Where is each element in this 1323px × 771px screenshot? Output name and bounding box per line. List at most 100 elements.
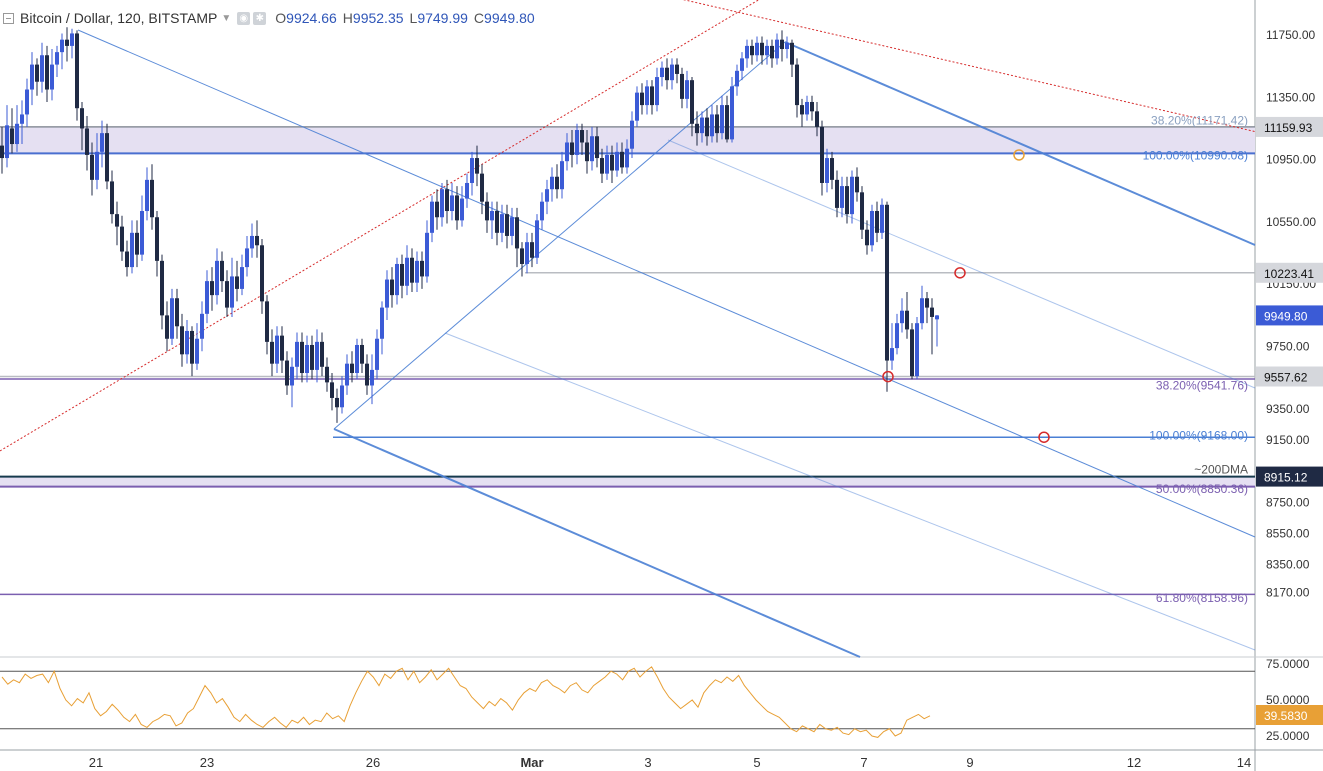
rsi-tick-label: 50.0000: [1266, 693, 1310, 707]
candle-body: [780, 39, 784, 50]
candle: [185, 320, 189, 364]
candle-body: [315, 341, 319, 370]
candle-body: [875, 211, 879, 233]
collapse-icon[interactable]: [3, 12, 14, 24]
candle-body: [695, 123, 699, 134]
candle: [280, 326, 284, 374]
close-key: C: [473, 10, 485, 26]
candle: [780, 30, 784, 62]
level-annotation: 61.80%(8158.96): [1156, 591, 1248, 605]
candle: [155, 211, 159, 277]
gear-icon[interactable]: ✱: [253, 11, 267, 25]
candle-body: [570, 142, 574, 155]
candle: [905, 292, 909, 339]
candle: [100, 120, 104, 168]
candle: [205, 270, 209, 324]
candle-body: [55, 52, 59, 65]
candle-body: [260, 245, 264, 302]
candle-body: [150, 179, 154, 218]
candle: [380, 301, 384, 355]
candle: [605, 145, 609, 180]
candle-body: [485, 201, 489, 221]
rsi-current-tag: 39.5830: [1264, 709, 1308, 723]
candle-body: [10, 128, 14, 145]
low-key: L: [409, 10, 418, 26]
candle-body: [480, 173, 484, 202]
candle-body: [40, 55, 44, 82]
price-tag-bg: [1256, 262, 1323, 283]
candle: [650, 80, 654, 115]
symbol-label[interactable]: Bitcoin / Dollar, 120, BITSTAMP: [20, 10, 218, 26]
candle: [230, 257, 234, 317]
candle-body: [500, 214, 504, 233]
candle-body: [835, 179, 839, 208]
candle-body: [225, 281, 229, 308]
dotted-trendline-down: [682, 0, 1256, 133]
candle: [510, 207, 514, 246]
level-annotation: ~200DMA: [1194, 463, 1248, 477]
candle: [685, 70, 689, 109]
candle-body: [25, 89, 29, 115]
candle: [270, 329, 274, 377]
candle-body: [360, 344, 364, 364]
candle-body: [830, 158, 834, 180]
candle: [395, 257, 399, 305]
candle: [165, 301, 169, 352]
candle: [865, 220, 869, 255]
level-annotation: 100.00%(9168.00): [1149, 428, 1248, 442]
candle: [900, 298, 904, 333]
candle-body: [90, 154, 94, 180]
y-tick-label: 8350.00: [1266, 558, 1310, 572]
candle-body: [140, 211, 144, 255]
candle: [800, 98, 804, 127]
candle: [525, 232, 529, 274]
candle: [880, 198, 884, 240]
candle: [765, 39, 769, 65]
candle: [95, 133, 99, 190]
pitchfork-median-a: [77, 29, 1256, 538]
candle: [930, 298, 934, 355]
y-tick-label: 10550.00: [1266, 215, 1316, 229]
settings-icon[interactable]: ◉: [237, 11, 251, 25]
candle-body: [770, 45, 774, 59]
y-tick-label: 9750.00: [1266, 340, 1310, 354]
candle-body: [5, 125, 9, 159]
price-tag-bg: [1256, 466, 1323, 487]
candle-body: [270, 341, 274, 364]
candle: [600, 148, 604, 183]
candle: [10, 108, 14, 154]
candle-body: [305, 344, 309, 374]
candle: [500, 204, 504, 243]
candle: [45, 45, 49, 102]
candle: [845, 176, 849, 224]
candle: [920, 285, 924, 330]
level-annotation: 50.00%(8850.36): [1156, 482, 1248, 496]
candle-body: [230, 276, 234, 308]
candle: [640, 83, 644, 115]
candle-body: [15, 123, 19, 145]
candle-body: [460, 198, 464, 221]
candle-body: [575, 130, 579, 155]
candle: [560, 151, 564, 199]
candle: [550, 167, 554, 202]
candle-body: [410, 257, 414, 283]
candle: [925, 292, 929, 324]
candle: [820, 120, 824, 196]
candle-body: [195, 338, 199, 364]
candle: [645, 80, 649, 115]
candle-body: [860, 192, 864, 230]
candle-body: [585, 142, 589, 162]
chevron-down-icon[interactable]: ▼: [221, 12, 232, 24]
candle: [240, 254, 244, 296]
candle-body: [145, 179, 149, 212]
candle: [700, 111, 704, 143]
open-value: 9924.66: [286, 10, 337, 26]
candle: [75, 30, 79, 121]
candle: [310, 335, 314, 380]
candle: [575, 123, 579, 165]
pitchfork-median-b: [667, 139, 1256, 389]
candle: [235, 260, 239, 302]
candle-body: [795, 64, 799, 106]
candle-body: [505, 214, 509, 236]
